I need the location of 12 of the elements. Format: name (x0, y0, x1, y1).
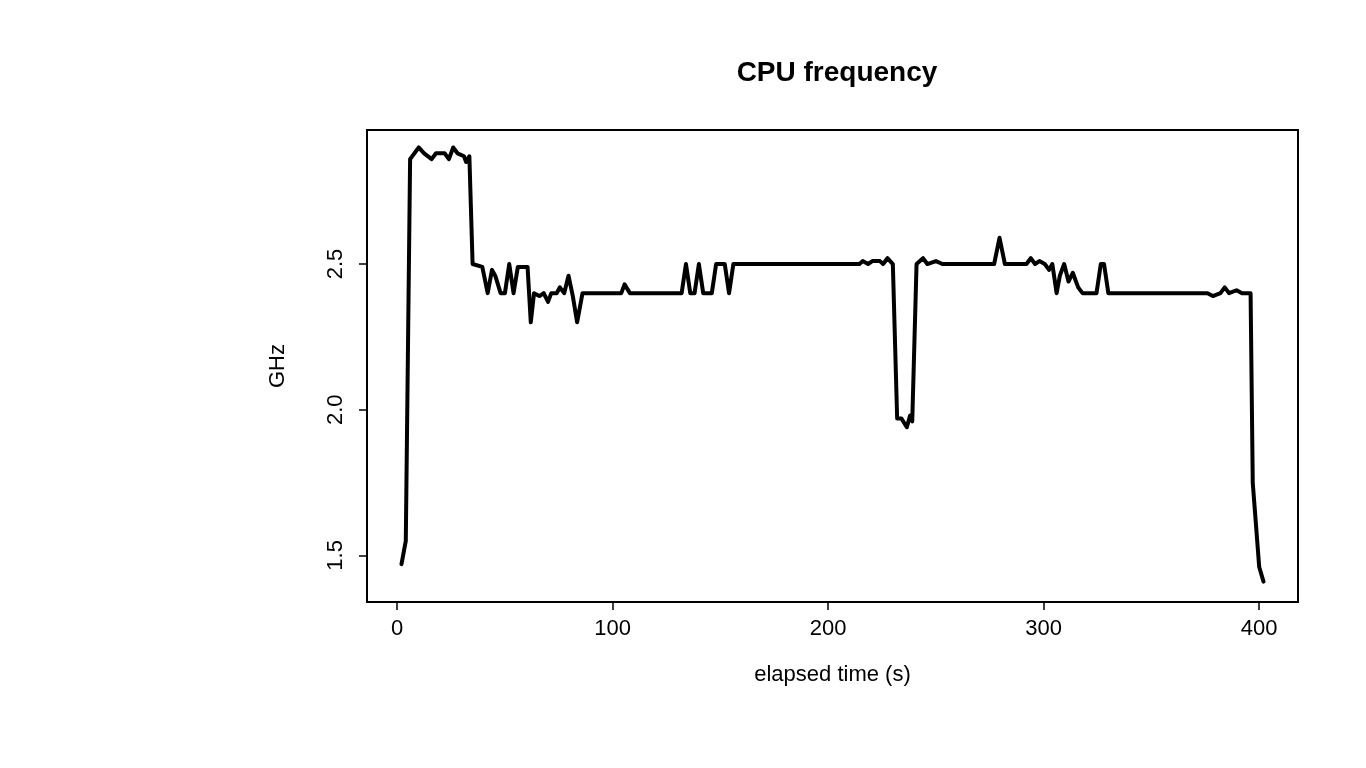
x-tick-label: 300 (1025, 614, 1063, 640)
y-tick-label: 2.0 (321, 394, 347, 425)
y-tick-label: 2.5 (321, 248, 347, 280)
line-series (399, 145, 1266, 584)
x-tick-label: 200 (809, 614, 847, 640)
chart-title: CPU frequency (736, 55, 938, 87)
x-axis-title: elapsed time (s) (754, 660, 911, 686)
x-tick-label: 100 (594, 614, 632, 640)
x-tick-label: 0 (391, 614, 404, 640)
y-axis-title: GHz (263, 344, 289, 388)
y-tick-label: 1.5 (321, 540, 347, 571)
x-tick-label: 400 (1240, 614, 1278, 640)
